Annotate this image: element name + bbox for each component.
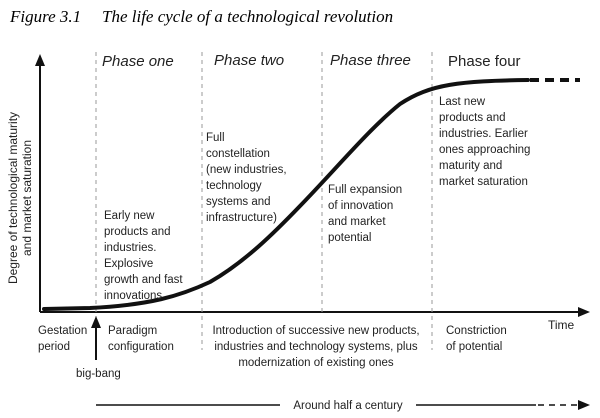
introduction-label-line: Introduction of successive new products, — [212, 325, 419, 337]
paradigm-label-line: Paradigm — [108, 325, 157, 337]
introduction-label-line: modernization of existing ones — [238, 357, 394, 369]
big-bang-arrow-icon — [91, 316, 101, 328]
constriction-label-line: Constriction — [446, 325, 507, 337]
phase-three-note-line: potential — [328, 232, 371, 244]
phase-four-note-line: ones approaching — [439, 144, 530, 156]
introduction-label: Introduction of successive new products,… — [212, 325, 419, 369]
big-bang-label: big-bang — [76, 368, 121, 380]
phase-one-title: Phase one — [102, 53, 174, 70]
phase-four-notes: Last new products and industries. Earlie… — [439, 96, 530, 188]
phase-two-note-line: technology — [206, 180, 262, 192]
phase-four-note-line: maturity and — [439, 160, 502, 172]
phase-three-notes: Full expansion of innovation and market … — [328, 184, 402, 244]
gestation-label-line: period — [38, 341, 70, 353]
timeline-arrow-icon — [578, 400, 590, 410]
phase-two-note-line: constellation — [206, 148, 270, 160]
phase-two-note-line: (new industries, — [206, 164, 287, 176]
phase-three-note-line: Full expansion — [328, 184, 402, 196]
phase-two-note-line: Full — [206, 132, 225, 144]
phase-one-note-line: Early new — [104, 210, 155, 222]
y-axis-arrow-icon — [35, 54, 45, 66]
x-axis-label: Time — [548, 318, 575, 332]
phase-two-note-line: systems and — [206, 196, 271, 208]
figure-label: Figure 3.1 — [9, 7, 81, 26]
phase-four-note-line: market saturation — [439, 176, 528, 188]
figure-title: The life cycle of a technological revolu… — [102, 7, 393, 26]
phase-one-note-line: innovations — [104, 290, 162, 302]
constriction-label: Constriction of potential — [446, 325, 507, 353]
x-axis-arrow-icon — [578, 307, 590, 317]
phase-one-note-line: industries. — [104, 242, 156, 254]
phase-three-note-line: of innovation — [328, 200, 393, 212]
phase-three-note-line: and market — [328, 216, 386, 228]
gestation-label: Gestation period — [38, 325, 87, 353]
gestation-label-line: Gestation — [38, 325, 87, 337]
life-cycle-curve — [42, 78, 530, 311]
phase-four-note-line: industries. Earlier — [439, 128, 528, 140]
paradigm-label-line: configuration — [108, 341, 174, 353]
phase-one-notes: Early new products and industries. Explo… — [104, 210, 183, 302]
phase-four-note-line: products and — [439, 112, 506, 124]
phase-four-title: Phase four — [448, 53, 521, 70]
paradigm-label: Paradigm configuration — [108, 325, 174, 353]
introduction-label-line: industries and technology systems, plus — [214, 341, 418, 353]
phase-one-note-line: growth and fast — [104, 274, 183, 286]
phase-two-note-line: infrastructure) — [206, 212, 277, 224]
phase-three-title: Phase three — [330, 52, 411, 69]
y-axis-label-line2: and market saturation — [20, 140, 34, 256]
half-century-label: Around half a century — [293, 400, 403, 412]
phase-one-note-line: products and — [104, 226, 171, 238]
y-axis-label-line1: Degree of technological maturity — [6, 112, 20, 284]
phase-four-note-line: Last new — [439, 96, 486, 108]
phase-one-note-line: Explosive — [104, 258, 153, 270]
constriction-label-line: of potential — [446, 341, 502, 353]
phase-two-notes: Full constellation (new industries, tech… — [206, 132, 287, 224]
phase-two-title: Phase two — [214, 52, 284, 69]
